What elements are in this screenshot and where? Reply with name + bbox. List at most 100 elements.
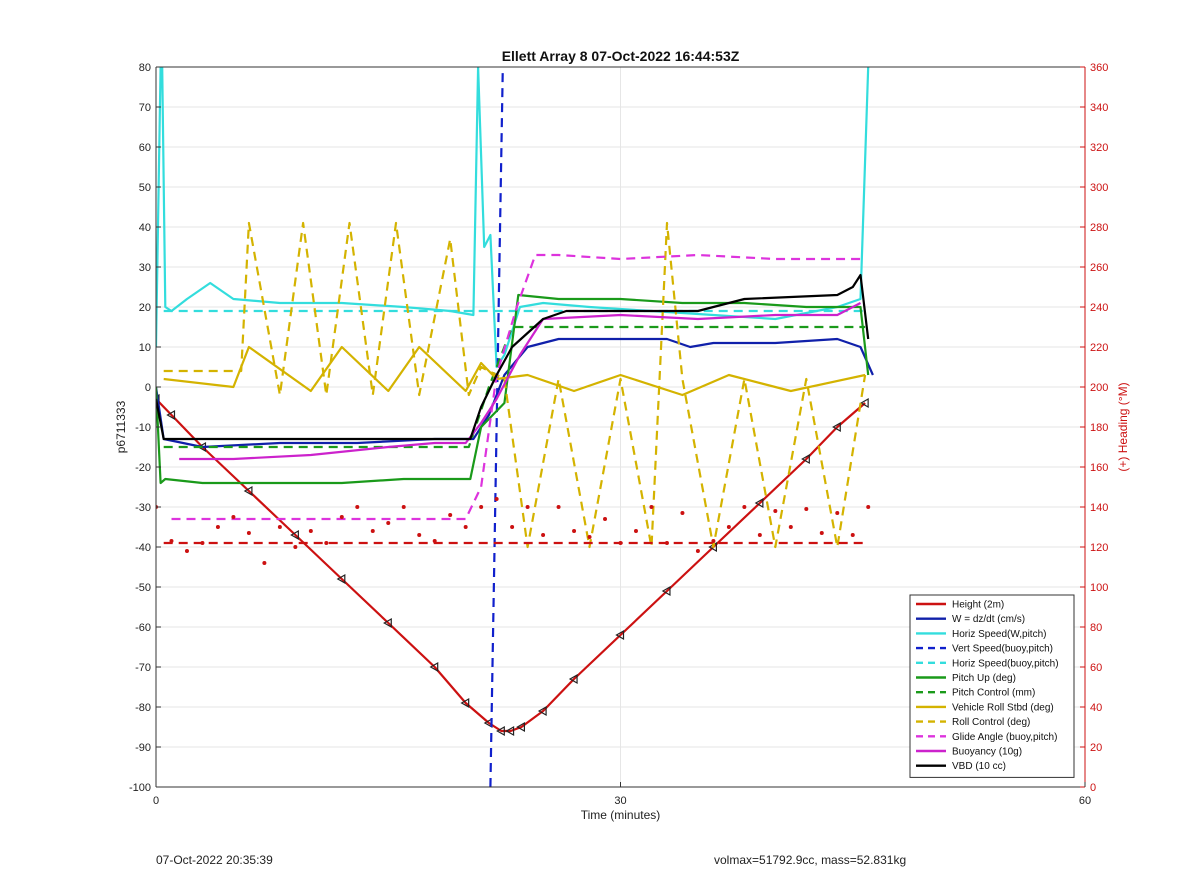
height-marker (516, 721, 526, 733)
series-group (156, 67, 874, 787)
height-marker (496, 725, 505, 737)
series-12-point (633, 529, 638, 533)
series-12-point (742, 505, 747, 509)
tick-label-right: 360 (1090, 62, 1108, 74)
height-marker (661, 585, 671, 597)
tick-label-right: 80 (1090, 622, 1102, 634)
series-12-point (184, 549, 189, 553)
series-10-line (179, 302, 862, 461)
height-marker (505, 725, 515, 737)
tick-label-right: 220 (1090, 342, 1108, 354)
height-marker (615, 629, 625, 641)
series-5-line (156, 293, 870, 485)
series-12-point (463, 525, 468, 529)
tick-label-left: -40 (135, 542, 151, 554)
height-marker (429, 661, 439, 673)
series-12-point (231, 515, 236, 519)
tick-label-right: 40 (1090, 702, 1102, 714)
series-12-point (355, 505, 360, 509)
footer-vehicle-params: volmax=51792.9cc, mass=52.831kg (714, 853, 907, 867)
series-12-point (835, 511, 840, 515)
tick-label-right: 300 (1090, 182, 1108, 194)
height-marker (460, 697, 470, 709)
y-axis-label-right: (+) Heading (°M) (1116, 382, 1130, 471)
series-11-line (156, 273, 870, 441)
series-12-point (339, 515, 344, 519)
series-12-point (603, 517, 608, 521)
legend-label: Pitch Up (deg) (952, 673, 1016, 684)
tick-label-right: 320 (1090, 142, 1108, 154)
tick-label-right: 180 (1090, 422, 1108, 434)
series-12-point (819, 531, 824, 535)
height-marker (336, 573, 346, 585)
height-marker (383, 617, 392, 629)
tick-label-left: -90 (135, 742, 151, 754)
series-12-point (370, 529, 375, 533)
tick-label-right: 20 (1090, 742, 1102, 754)
series-7-line (163, 345, 866, 397)
tick-label-right: 120 (1090, 542, 1108, 554)
footer-timestamp: 07-Oct-2022 20:35:39 (156, 853, 273, 867)
series-12-point (417, 533, 422, 537)
tick-label-left: 80 (139, 62, 151, 74)
tick-label-left: 0 (145, 382, 151, 394)
height-marker (832, 421, 841, 433)
y-axis-label-left: p6711333 (114, 400, 128, 453)
series-12-point (572, 529, 577, 533)
legend-label: VBD (10 cc) (952, 761, 1006, 772)
series-12-point (866, 505, 871, 509)
tick-label-right: 140 (1090, 502, 1108, 514)
series-12-point (510, 525, 515, 529)
tick-label-left: 40 (139, 222, 151, 234)
height-marker (801, 453, 810, 465)
series-12-point (649, 505, 654, 509)
series-12-point (850, 533, 855, 537)
series-12-point (448, 513, 453, 517)
tick-label-x: 60 (1079, 795, 1091, 807)
tick-label-right: 160 (1090, 462, 1108, 474)
tick-label-left: 50 (139, 182, 151, 194)
tick-label-left: 20 (139, 302, 151, 314)
series-12-point (587, 535, 592, 539)
height-marker (568, 673, 578, 685)
tick-label-right: 280 (1090, 222, 1108, 234)
height-marker (156, 393, 160, 405)
tick-label-left: 60 (139, 142, 151, 154)
series-12-point (773, 509, 778, 513)
series-12-point (556, 505, 561, 509)
tick-label-left: -20 (135, 462, 151, 474)
height-marker (166, 409, 176, 421)
legend-label: W = dz/dt (cm/s) (952, 614, 1025, 625)
legend-label: Pitch Control (mm) (952, 688, 1035, 699)
series-12-point (525, 505, 530, 509)
tick-label-right: 260 (1090, 262, 1108, 274)
tick-label-right: 200 (1090, 382, 1108, 394)
legend-label: Height (2m) (952, 600, 1004, 611)
series-12-point (215, 525, 220, 529)
tick-label-right: 0 (1090, 782, 1096, 794)
series-12-point (324, 541, 329, 545)
legend-box (909, 594, 1075, 778)
series-12-point (386, 521, 391, 525)
series-12-point (277, 525, 282, 529)
series-8-line (163, 221, 867, 549)
tick-label-right: 340 (1090, 102, 1108, 114)
tick-label-left: 10 (139, 342, 151, 354)
series-6-line (163, 325, 866, 449)
tick-label-left: -80 (135, 702, 151, 714)
tick-label-x: 30 (614, 795, 626, 807)
tick-label-right: 100 (1090, 582, 1108, 594)
tick-label-x: 0 (153, 795, 159, 807)
series-2-line (156, 67, 870, 369)
series-12-point (695, 549, 700, 553)
height-marker (537, 705, 547, 717)
series-3-line (489, 67, 504, 787)
height-marker (754, 497, 764, 509)
tick-label-left: -70 (135, 662, 151, 674)
legend-label: Roll Control (deg) (952, 717, 1030, 728)
tick-label-left: -10 (135, 422, 151, 434)
series-12-point (757, 533, 762, 537)
legend-label: Buoyancy (10g) (952, 747, 1022, 758)
chart-title: Ellett Array 8 07-Oct-2022 16:44:53Z (502, 48, 740, 64)
